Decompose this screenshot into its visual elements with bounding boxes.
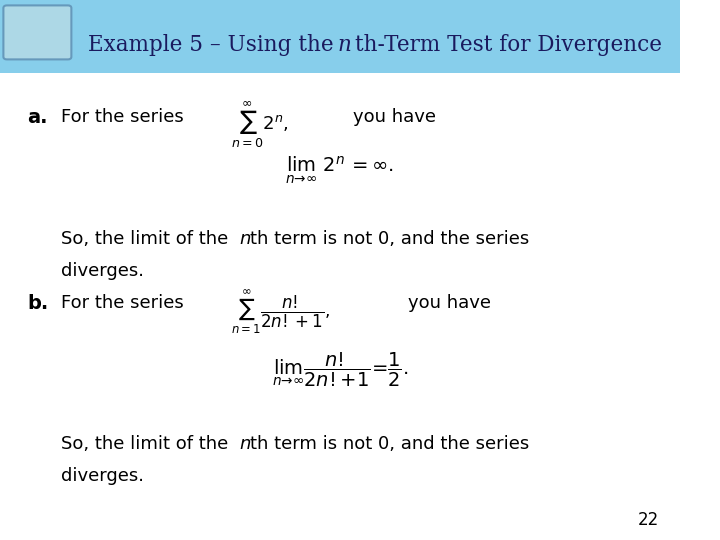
Text: diverges.: diverges.	[61, 467, 144, 485]
Text: $\sum_{n=1}^{\infty} \dfrac{n!}{2n! + 1},$: $\sum_{n=1}^{\infty} \dfrac{n!}{2n! + 1}…	[231, 287, 330, 336]
Text: you have: you have	[354, 108, 436, 126]
Text: th term is not 0, and the series: th term is not 0, and the series	[250, 230, 529, 247]
Text: b.: b.	[27, 294, 48, 313]
Text: n: n	[239, 230, 251, 247]
Text: So, the limit of the: So, the limit of the	[61, 435, 234, 453]
Text: diverges.: diverges.	[61, 262, 144, 280]
Text: you have: you have	[408, 294, 491, 312]
FancyBboxPatch shape	[4, 5, 71, 59]
Text: $\lim_{n \to \infty} \ 2^{n} = \infty.$: $\lim_{n \to \infty} \ 2^{n} = \infty.$	[285, 154, 395, 186]
Text: $\sum_{n=0}^{\infty} 2^{n},$: $\sum_{n=0}^{\infty} 2^{n},$	[231, 100, 289, 150]
Text: For the series: For the series	[61, 294, 184, 312]
Text: For the series: For the series	[61, 108, 184, 126]
Text: n: n	[337, 34, 351, 56]
Text: $\lim_{n \to \infty} \dfrac{n!}{2n! + 1} = \dfrac{1}{2}.$: $\lim_{n \to \infty} \dfrac{n!}{2n! + 1}…	[271, 351, 408, 389]
FancyBboxPatch shape	[0, 0, 680, 73]
Text: n: n	[239, 435, 251, 453]
Text: a.: a.	[27, 108, 48, 127]
Text: 22: 22	[638, 511, 660, 529]
Text: th-Term Test for Divergence: th-Term Test for Divergence	[355, 34, 662, 56]
Text: Example 5 – Using the: Example 5 – Using the	[89, 34, 341, 56]
Text: th term is not 0, and the series: th term is not 0, and the series	[250, 435, 529, 453]
Text: So, the limit of the: So, the limit of the	[61, 230, 234, 247]
